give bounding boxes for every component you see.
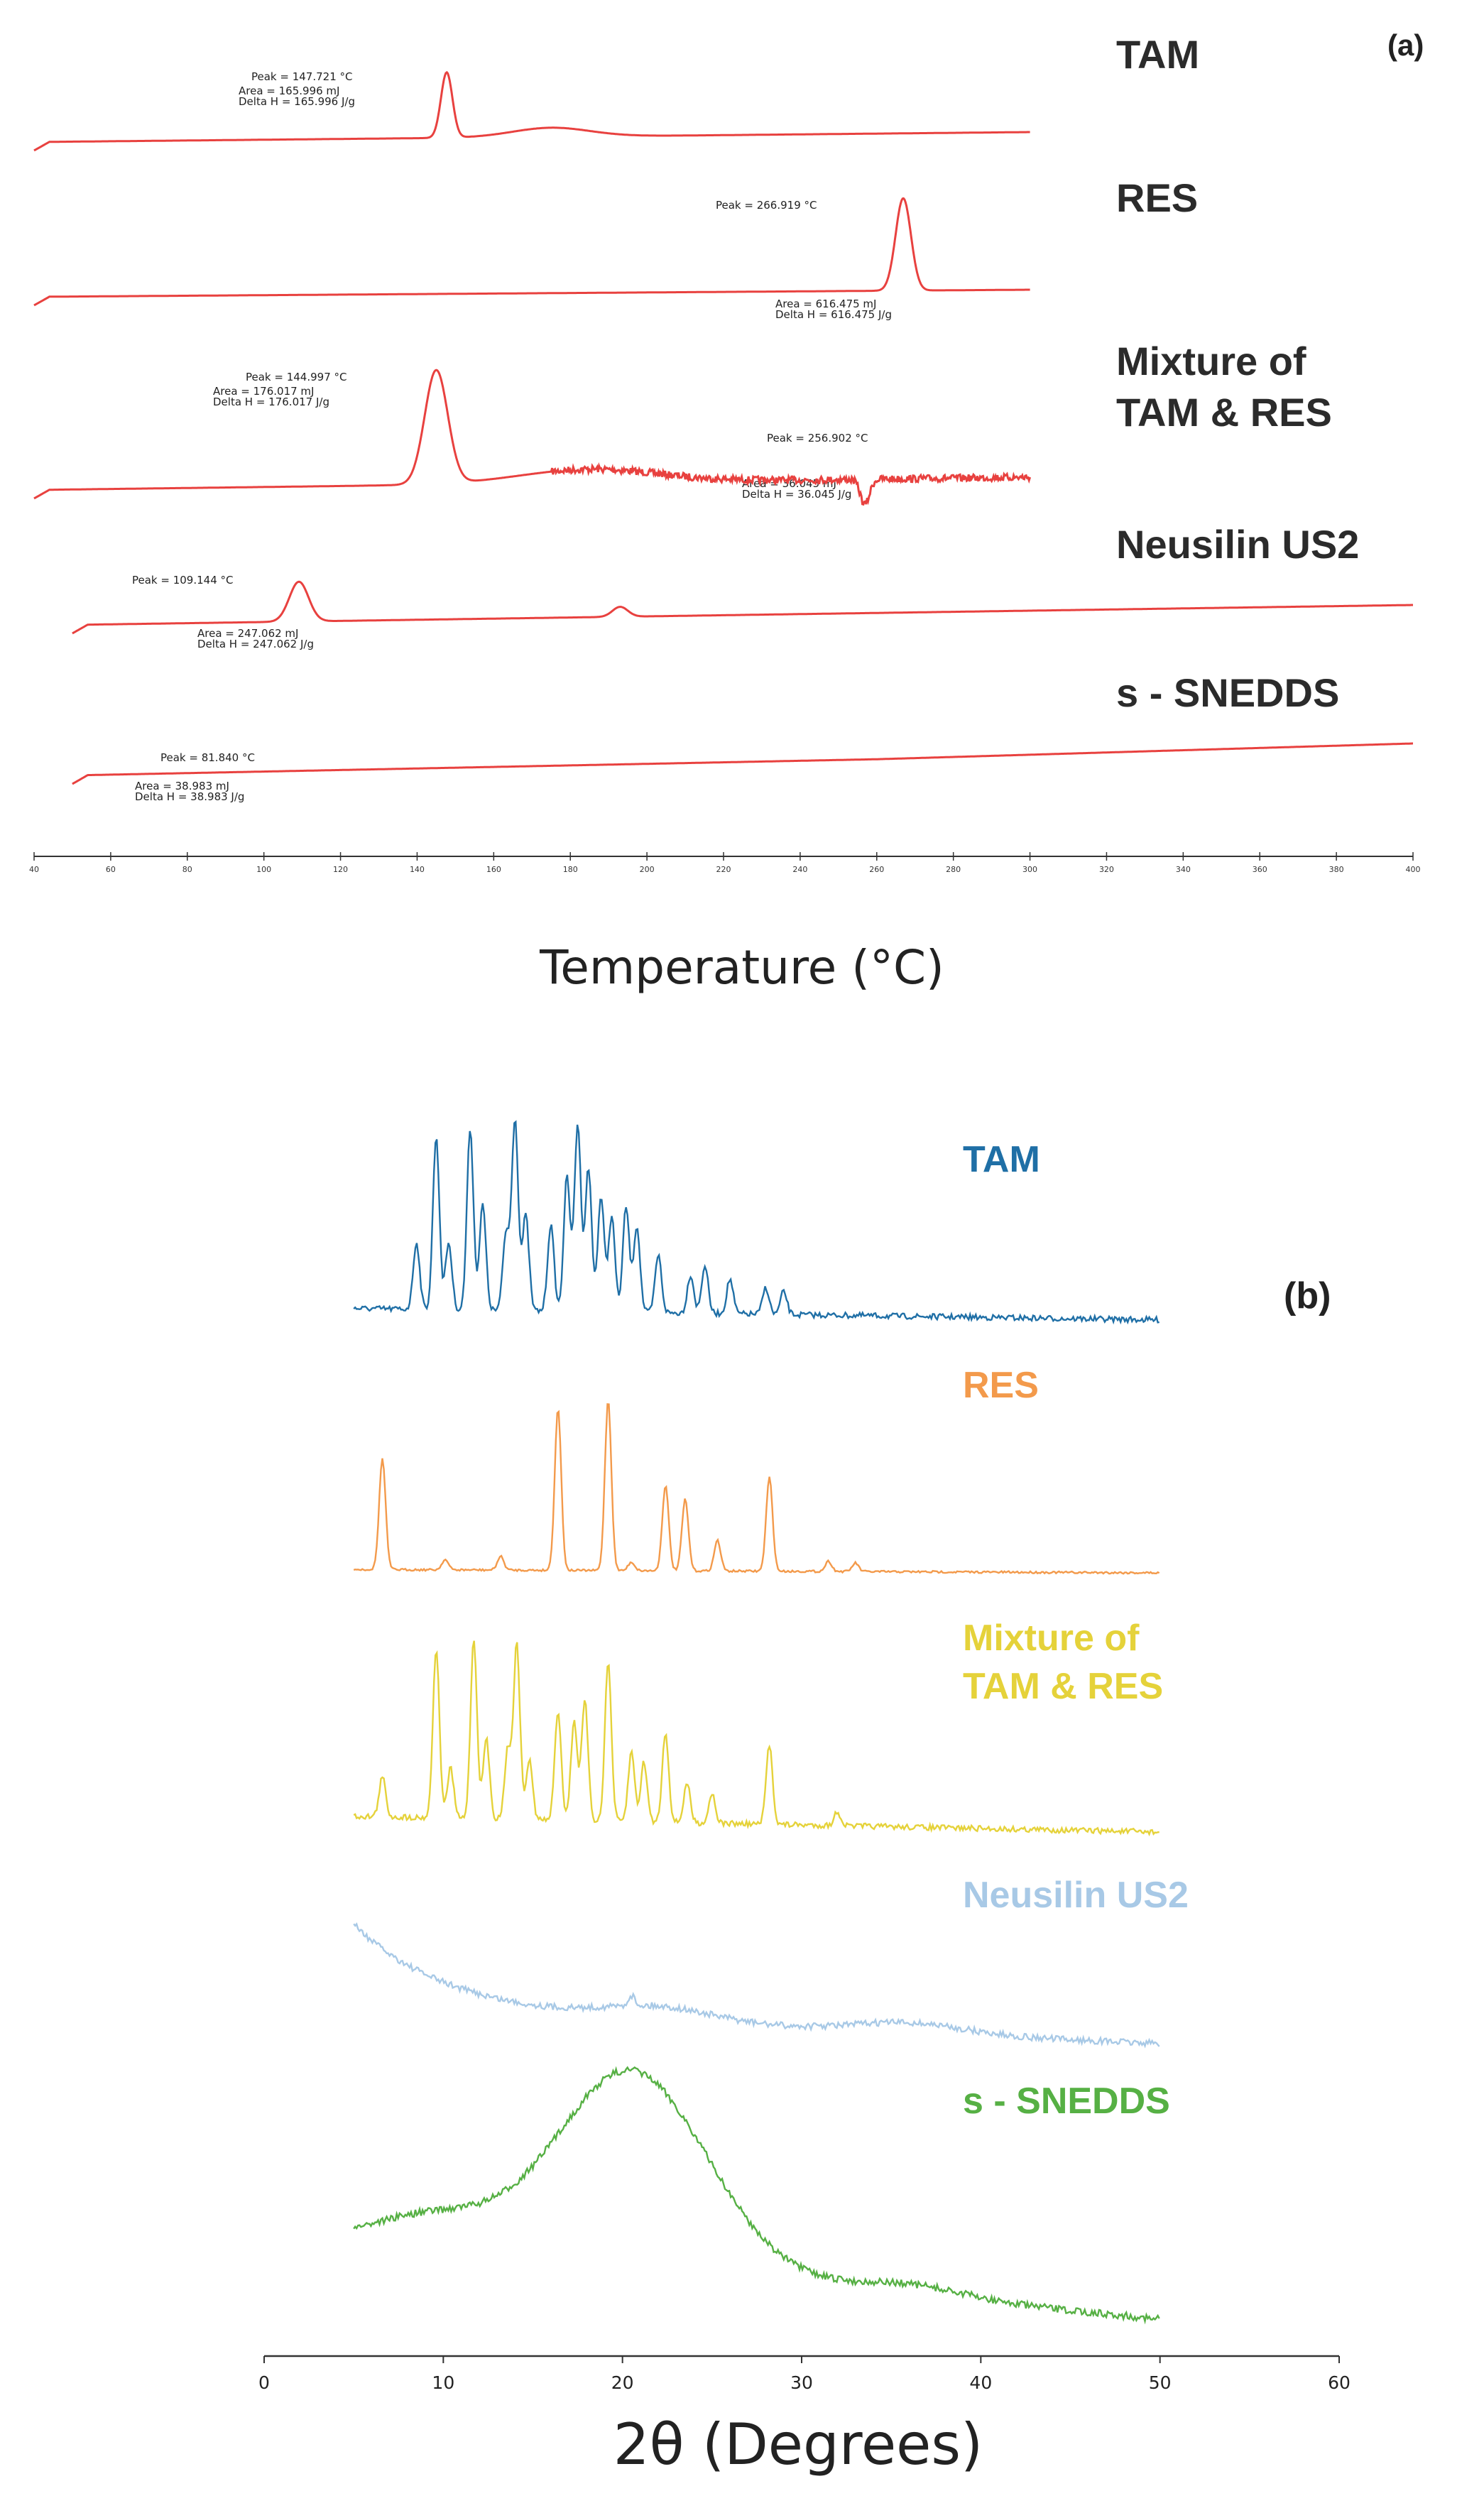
dsc-curve-3 <box>33 369 1032 506</box>
dsc-label-mix-2: TAM & RES <box>1116 390 1332 435</box>
ann-sne-dh: Delta H = 38.983 J/g <box>135 790 244 803</box>
ann-res-peak: Peak = 266.919 °C <box>716 199 817 212</box>
panel-a-label: (a) <box>1387 28 1424 62</box>
ann-neu-area: Area = 247.062 mJ <box>197 627 298 640</box>
dsc-tick-label: 40 <box>29 865 39 874</box>
xrd-tick-label: 0 <box>258 2372 270 2393</box>
dsc-tick-label: 60 <box>106 865 116 874</box>
ann-neu-peak: Peak = 109.144 °C <box>132 574 234 587</box>
ann-mix-peak2: Peak = 256.902 °C <box>767 432 868 445</box>
dsc-tick-label: 340 <box>1176 865 1191 874</box>
xrd-tick-label: 20 <box>611 2372 634 2393</box>
ann-mix-peak1: Peak = 144.997 °C <box>246 371 347 383</box>
xrd-label-tam: TAM <box>963 1139 1040 1180</box>
dsc-label-res: RES <box>1116 175 1198 220</box>
dsc-x-axis: 40 60 80 100 120 140 160 180 200 220 240 260 280 300 3… <box>29 852 1421 874</box>
dsc-curve-1 <box>33 70 1030 152</box>
dsc-tick-label: 180 <box>563 865 578 874</box>
dsc-tick-label: 240 <box>792 865 807 874</box>
xrd-label-res: RES <box>963 1365 1039 1406</box>
dsc-tick-label: 300 <box>1022 865 1037 874</box>
xrd-label-mix-1: Mixture of <box>963 1618 1140 1659</box>
xrd-x-axis: 0 10 20 30 40 50 60 <box>258 2355 1351 2393</box>
dsc-label-mix-1: Mixture of <box>1116 339 1306 383</box>
xrd-curve-3 <box>353 1640 1160 1837</box>
ann-res-dh: Delta H = 616.475 J/g <box>775 308 892 321</box>
dsc-tick-label: 260 <box>869 865 884 874</box>
dsc-label-neu: Neusilin US2 <box>1116 522 1359 567</box>
xrd-panel: (b) TAM RES Mixture of TAM & RES Neusili… <box>258 1120 1351 2477</box>
dsc-panel: (a) TAM RES Mixture of TAM & RES Neusili… <box>29 28 1424 995</box>
ann-mix-area1: Area = 176.017 mJ <box>213 385 314 398</box>
dsc-tick-label: 80 <box>182 865 192 874</box>
xrd-curve-2 <box>353 1403 1160 1575</box>
dsc-curve-2 <box>33 197 1030 307</box>
dsc-tick-label: 100 <box>256 865 271 874</box>
xrd-curve-5 <box>353 2066 1160 2325</box>
ann-tam-area: Area = 165.996 mJ <box>239 85 339 97</box>
ann-res-area: Area = 616.475 mJ <box>775 298 876 310</box>
xrd-curves <box>353 1120 1160 2325</box>
dsc-label-sne: s - SNEDDS <box>1116 670 1339 715</box>
dsc-axis-title: Temperature (°C) <box>539 940 944 995</box>
xrd-curve-4 <box>353 1922 1160 2049</box>
dsc-curves <box>33 70 1413 785</box>
xrd-tick-label: 60 <box>1328 2372 1351 2393</box>
dsc-tick-label: 280 <box>946 865 961 874</box>
dsc-tick-label: 160 <box>486 865 501 874</box>
dsc-curve-4 <box>72 580 1413 635</box>
dsc-tick-label: 140 <box>410 865 425 874</box>
xrd-label-sne: s - SNEDDS <box>963 2081 1170 2122</box>
dsc-tick-label: 320 <box>1099 865 1114 874</box>
dsc-tick-label: 360 <box>1253 865 1267 874</box>
xrd-label-neu: Neusilin US2 <box>963 1875 1189 1916</box>
ann-tam-peak: Peak = 147.721 °C <box>251 70 353 83</box>
xrd-axis-title: 2θ (Degrees) <box>613 2411 983 2477</box>
ann-mix-dh1: Delta H = 176.017 J/g <box>213 396 329 408</box>
panel-b-label: (b) <box>1284 1275 1331 1317</box>
dsc-label-tam: TAM <box>1116 32 1199 77</box>
xrd-label-mix-2: TAM & RES <box>963 1666 1163 1707</box>
xrd-tick-label: 30 <box>790 2372 813 2393</box>
dsc-tick-label: 380 <box>1329 865 1344 874</box>
dsc-curve-5 <box>72 742 1413 785</box>
xrd-curve-1 <box>353 1120 1160 1325</box>
dsc-tick-label: 120 <box>333 865 348 874</box>
xrd-tick-label: 10 <box>432 2372 454 2393</box>
dsc-tick-label: 400 <box>1406 865 1421 874</box>
ann-neu-dh: Delta H = 247.062 J/g <box>197 638 314 650</box>
ann-sne-peak: Peak = 81.840 °C <box>160 751 255 764</box>
ann-tam-dh: Delta H = 165.996 J/g <box>239 95 355 108</box>
ann-sne-area: Area = 38.983 mJ <box>135 780 229 792</box>
ann-mix-dh2: Delta H = 36.045 J/g <box>742 488 851 501</box>
dsc-tick-label: 220 <box>716 865 731 874</box>
xrd-tick-label: 40 <box>969 2372 992 2393</box>
xrd-tick-label: 50 <box>1149 2372 1172 2393</box>
dsc-tick-label: 200 <box>640 865 655 874</box>
